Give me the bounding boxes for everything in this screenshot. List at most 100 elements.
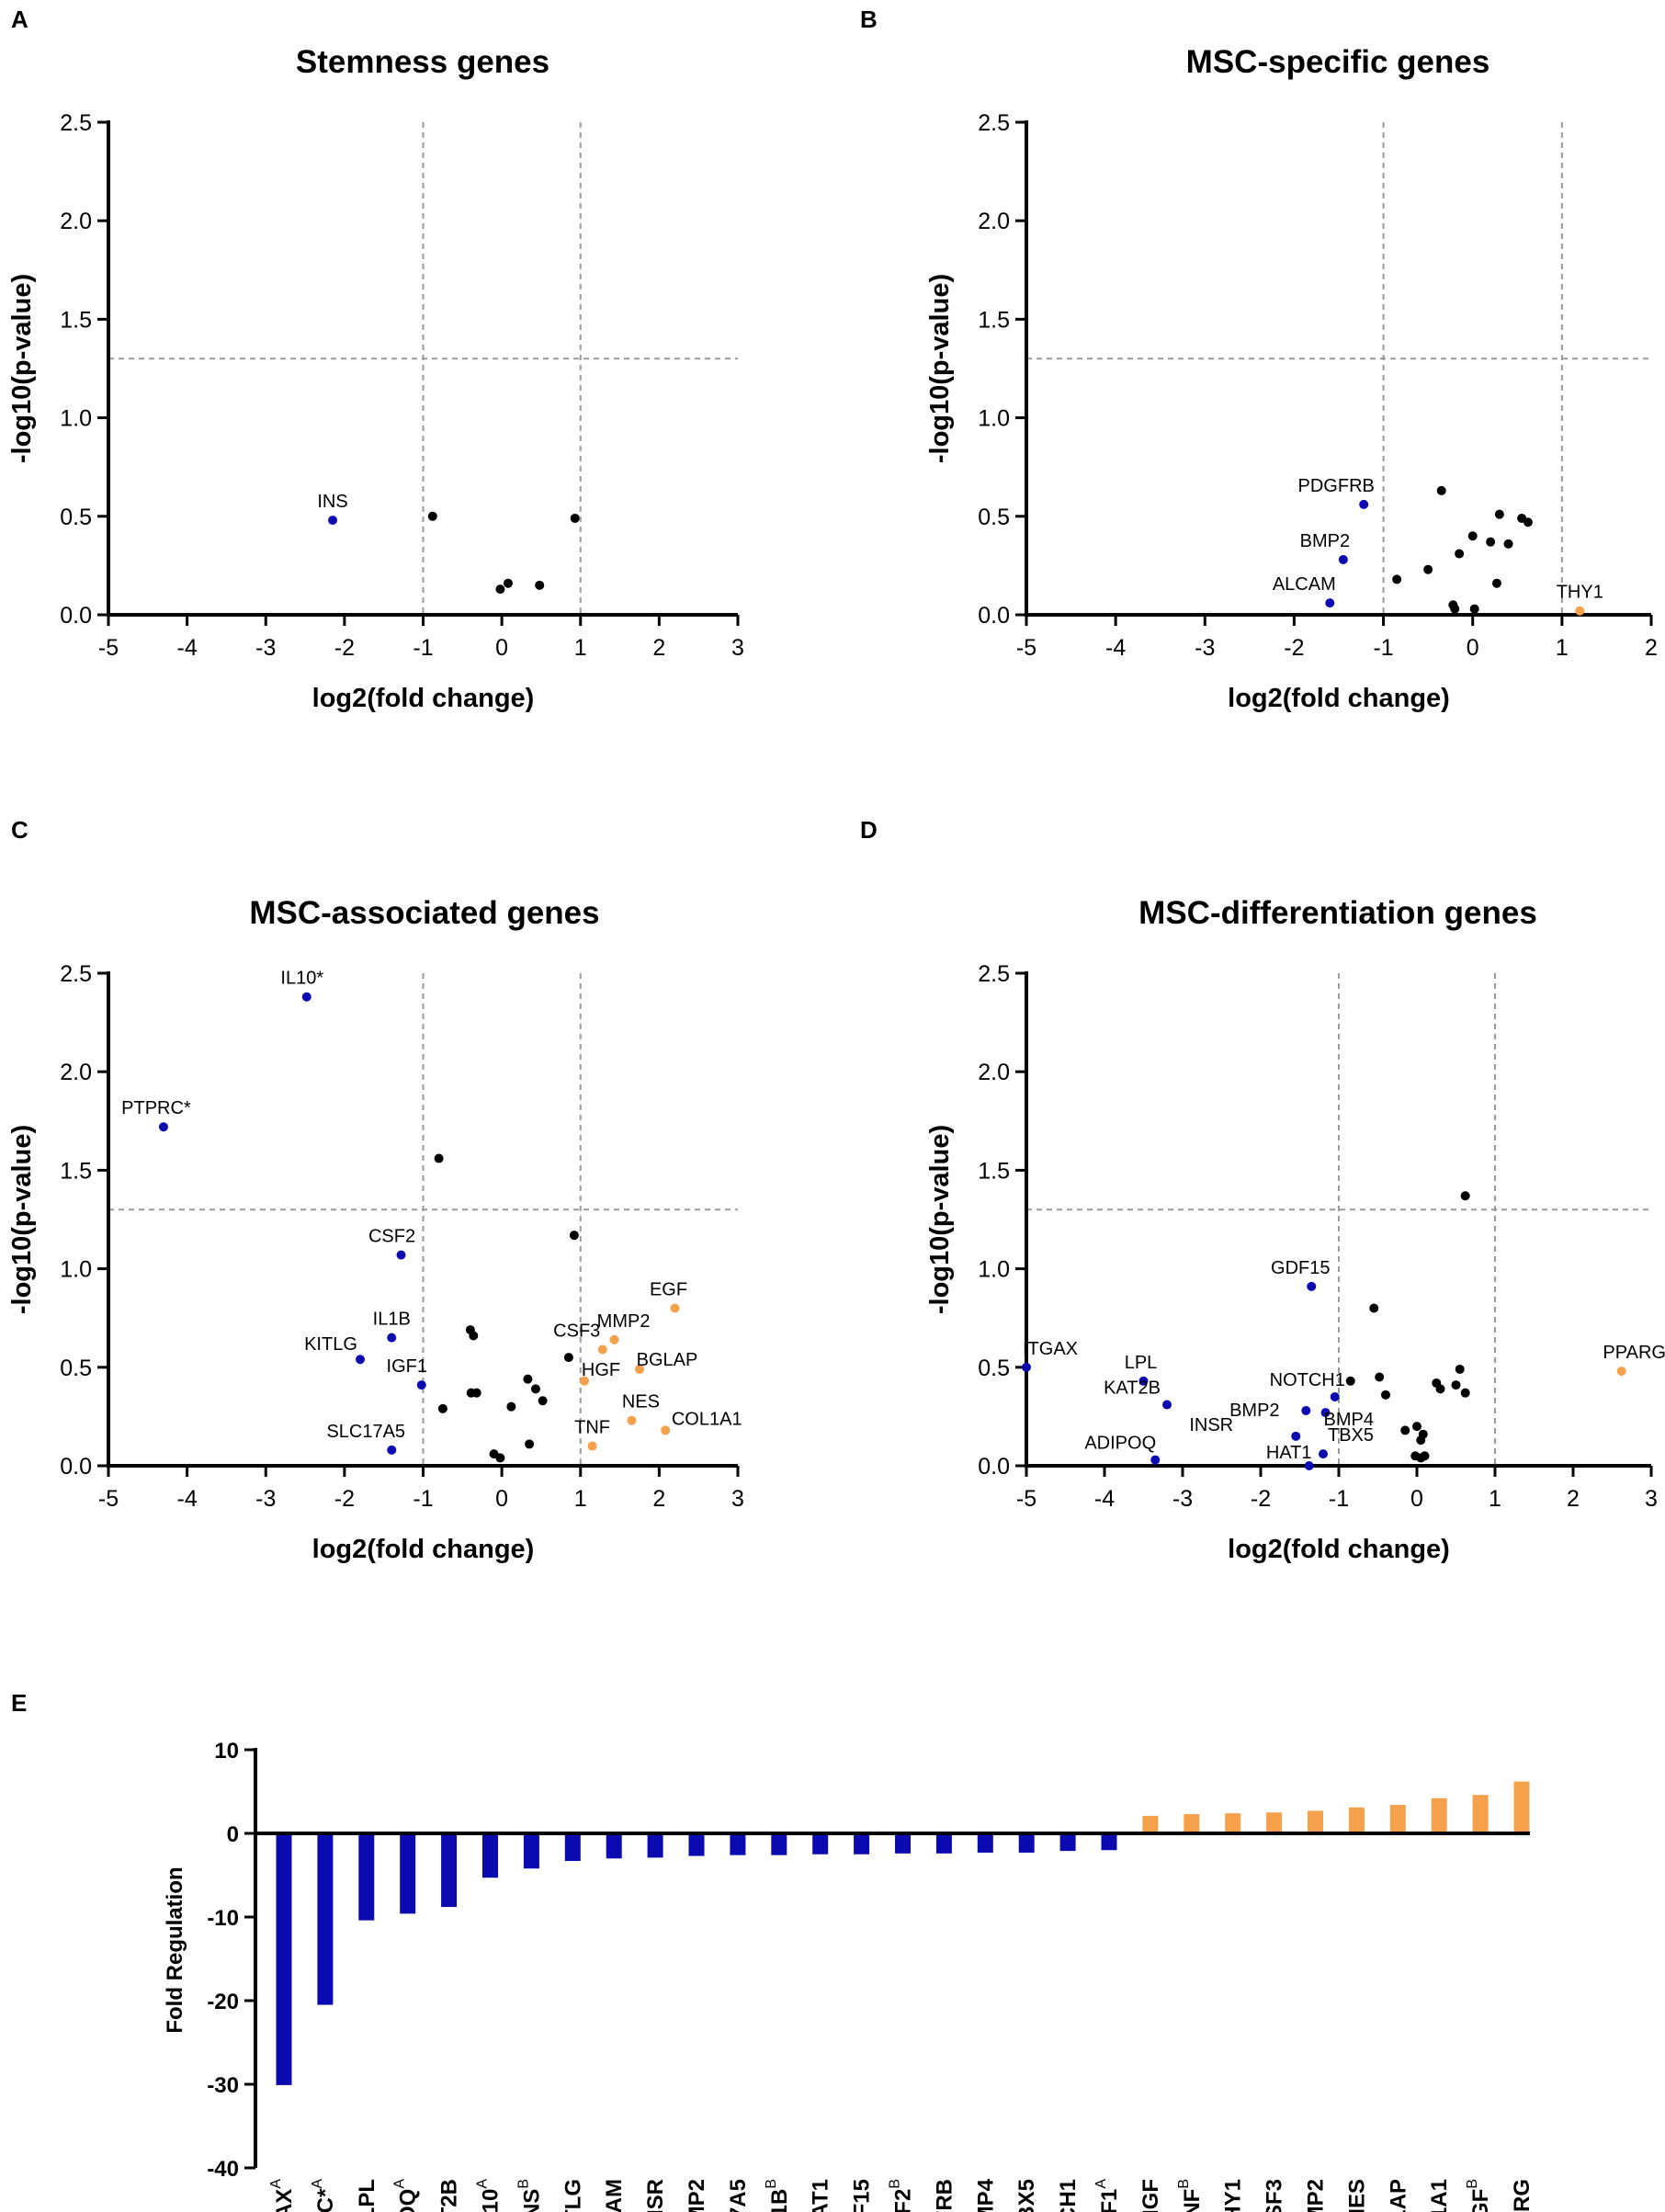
gene-label: BGLAP (637, 1350, 698, 1370)
data-point-ns (1400, 1425, 1410, 1435)
bar-pparg (1513, 1781, 1530, 1833)
y-axis-title: Fold Regulation (163, 1866, 187, 2033)
category-label: PTPRC*A (310, 2179, 338, 2212)
gene-label: NOTCH1 (1270, 1370, 1345, 1390)
volcano-plot-d: -5 -4 -3 -2 -1 0 1 2 3 0.0 0.5 1.0 1.5 2.0 2.5 log2(fol… (925, 961, 1665, 1564)
category-label: KITLG (561, 2179, 585, 2212)
data-point-ns (1451, 1380, 1461, 1390)
gene-label: COL1A1 (672, 1409, 742, 1429)
category-label: NES (1344, 2179, 1369, 2212)
data-point-ns (434, 1153, 444, 1163)
category-name: KITLG (561, 2179, 585, 2212)
y-tick-label: 1.0 (60, 1257, 92, 1283)
y-axis-title: -log10(p-value) (925, 274, 955, 463)
gene-label: PTPRC* (121, 1098, 191, 1118)
category-label: ITGAXA (268, 2179, 297, 2212)
panel-letter-a: A (11, 6, 28, 33)
y-tick-label: 0.0 (978, 603, 1010, 629)
y-axis-title: -log10(p-value) (7, 274, 37, 463)
x-tick-label: -1 (413, 635, 433, 661)
category-name: NES (1344, 2179, 1369, 2212)
data-point-ns (437, 1403, 447, 1413)
gene-label: ADIPOQ (1084, 1434, 1156, 1454)
category-name: PDGFRB (932, 2179, 957, 2212)
x-tick-label: 1 (1556, 635, 1569, 661)
data-point-ns (1460, 1191, 1470, 1201)
category-label: IL1BB (764, 2179, 792, 2212)
data-point-ns (1345, 1376, 1355, 1386)
x-tick-label: -1 (1373, 635, 1393, 661)
y-tick-label: -10 (207, 1906, 239, 1931)
gene-label: CSF2 (368, 1227, 415, 1247)
x-tick-label: 3 (1645, 1486, 1658, 1512)
y-tick-label: 0.0 (60, 603, 92, 629)
data-point-down (328, 516, 338, 526)
gene-label: GDF15 (1271, 1258, 1330, 1278)
category-name: PPARG (1510, 2179, 1535, 2212)
y-tick-label: 1.5 (60, 307, 92, 333)
bar-gdf15 (854, 1833, 870, 1855)
data-point-up (580, 1376, 590, 1386)
bar-bmp4 (977, 1833, 993, 1853)
data-point-ns (1435, 1384, 1445, 1394)
data-point-ns (1503, 539, 1513, 549)
gene-label: ITGAX (1023, 1339, 1078, 1359)
data-point-down (416, 1380, 426, 1390)
x-tick-label: -2 (1251, 1486, 1271, 1512)
y-tick-label: 0 (227, 1822, 239, 1847)
data-point-down (158, 1122, 168, 1132)
data-point-ns (427, 511, 437, 521)
category-label: LPL (355, 2179, 379, 2212)
data-point-up (609, 1334, 619, 1344)
category-label: THY1 (1221, 2179, 1246, 2212)
x-tick-label: 1 (1489, 1486, 1501, 1512)
bar-igf1 (1101, 1833, 1117, 1851)
bar-egf (1472, 1795, 1489, 1833)
y-tick-label: 1.0 (978, 406, 1010, 432)
data-point-down (1320, 1408, 1331, 1418)
data-point-down (387, 1333, 397, 1343)
category-name: INS (519, 2189, 544, 2212)
x-tick-label: 1 (574, 635, 587, 661)
category-name: TBX5 (1014, 2179, 1039, 2212)
category-superscript: A (392, 2179, 408, 2189)
bar-insr (647, 1833, 663, 1858)
data-point-down (1301, 1405, 1311, 1415)
data-point-down (1307, 1281, 1317, 1291)
y-tick-label: 2.5 (978, 961, 1010, 987)
category-superscript: A (475, 2179, 491, 2189)
bar-itgax (276, 1833, 292, 2085)
x-tick-label: -2 (334, 635, 355, 661)
y-tick-label: 0.5 (60, 1356, 92, 1381)
x-tick-label: 1 (574, 1486, 587, 1512)
bar-csf3 (1266, 1812, 1283, 1833)
bar-csf2 (895, 1833, 911, 1854)
x-tick-label: -1 (413, 1486, 433, 1512)
data-point-ns (1450, 604, 1460, 614)
data-point-up (661, 1425, 671, 1435)
x-tick-label: -5 (1016, 635, 1036, 661)
category-label: INSR (643, 2179, 668, 2212)
category-name: LPL (355, 2179, 379, 2212)
x-tick-label: 2 (652, 635, 665, 661)
data-point-ns (1469, 604, 1479, 614)
data-point-up (670, 1303, 680, 1313)
data-point-ns (1467, 531, 1478, 541)
y-tick-label: 1.0 (60, 406, 92, 432)
category-label: EGFB (1465, 2179, 1493, 2212)
x-axis-title: log2(fold change) (1228, 1535, 1450, 1564)
data-point-down (1162, 1400, 1172, 1410)
data-point-ns (530, 1384, 540, 1394)
panel-b-title: MSC-specific genes (1186, 44, 1490, 80)
data-point-ns (1455, 549, 1465, 559)
data-point-ns (503, 578, 513, 588)
category-name: ITGAX (272, 2189, 297, 2212)
data-point-ns (1455, 1364, 1465, 1374)
data-point-up (597, 1344, 607, 1355)
data-point-ns (1436, 485, 1446, 495)
category-name: BMP4 (973, 2178, 998, 2212)
bar-adipoq (400, 1833, 416, 1914)
data-point-down (301, 992, 311, 1002)
